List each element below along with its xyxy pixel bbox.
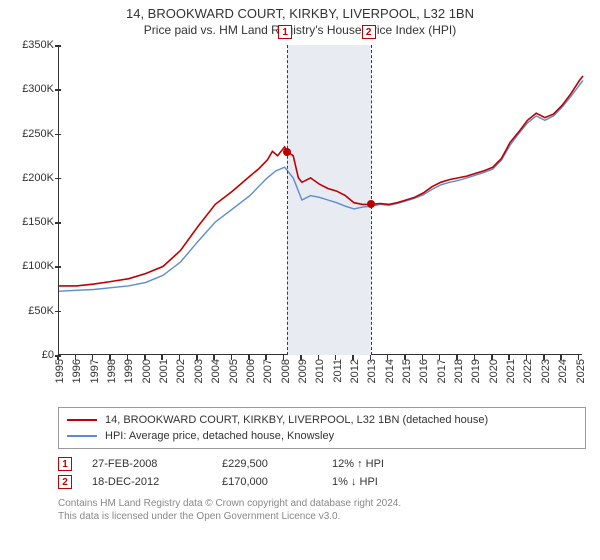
xtick: 2005 bbox=[228, 359, 240, 383]
plot-region bbox=[58, 45, 582, 355]
xtick: 1998 bbox=[106, 359, 118, 383]
title-block: 14, BROOKWARD COURT, KIRKBY, LIVERPOOL, … bbox=[14, 6, 586, 37]
series-line-property bbox=[59, 76, 583, 286]
chart-area: £0 £50K £100K £150K £200K £250K £300K £350K 1995… bbox=[14, 41, 586, 401]
title-address: 14, BROOKWARD COURT, KIRKBY, LIVERPOOL, … bbox=[14, 6, 586, 21]
sale-row-1: 1 27-FEB-2008£229,50012% ↑ HPI bbox=[58, 455, 586, 473]
legend-row-property: 14, BROOKWARD COURT, KIRKBY, LIVERPOOL, … bbox=[67, 412, 577, 428]
sale-dot-1 bbox=[283, 148, 291, 156]
ytick: £100K bbox=[14, 260, 54, 272]
event-marker-2: 2 bbox=[362, 25, 376, 39]
legend-swatch-hpi bbox=[67, 435, 97, 437]
xtick: 2000 bbox=[141, 359, 153, 383]
footer-line1: Contains HM Land Registry data © Crown c… bbox=[58, 497, 586, 510]
xtick: 2001 bbox=[158, 359, 170, 383]
xtick: 2022 bbox=[522, 359, 534, 383]
sales-block: 1 27-FEB-2008£229,50012% ↑ HPI 2 18-DEC-201… bbox=[14, 455, 586, 491]
xtick: 2021 bbox=[505, 359, 517, 383]
sale-price: £229,500 bbox=[222, 458, 332, 470]
ytick: £150K bbox=[14, 216, 54, 228]
xtick: 2006 bbox=[245, 359, 257, 383]
xtick: 2003 bbox=[193, 359, 205, 383]
xtick: 2017 bbox=[436, 359, 448, 383]
event-vline-1 bbox=[287, 45, 288, 355]
xtick: 2011 bbox=[332, 359, 344, 383]
legend-label-hpi: HPI: Average price, detached house, Know… bbox=[105, 430, 334, 442]
xtick: 2007 bbox=[262, 359, 274, 383]
line-svg bbox=[59, 45, 583, 355]
legend-row-hpi: HPI: Average price, detached house, Know… bbox=[67, 428, 577, 444]
xtick: 1995 bbox=[54, 359, 66, 383]
ytick: £250K bbox=[14, 128, 54, 140]
xtick: 2018 bbox=[453, 359, 465, 383]
sale-delta: 12% ↑ HPI bbox=[332, 458, 432, 470]
legend-box: 14, BROOKWARD COURT, KIRKBY, LIVERPOOL, … bbox=[58, 407, 586, 449]
ytick: £0 bbox=[14, 349, 54, 361]
sale-date: 18-DEC-2012 bbox=[92, 476, 222, 488]
chart-container: 14, BROOKWARD COURT, KIRKBY, LIVERPOOL, … bbox=[0, 0, 600, 560]
sale-price: £170,000 bbox=[222, 476, 332, 488]
xtick: 2010 bbox=[314, 359, 326, 383]
xtick: 2002 bbox=[175, 359, 187, 383]
sale-row-2: 2 18-DEC-2012£170,0001% ↓ HPI bbox=[58, 473, 586, 491]
sale-date: 27-FEB-2008 bbox=[92, 458, 222, 470]
legend-label-property: 14, BROOKWARD COURT, KIRKBY, LIVERPOOL, … bbox=[105, 414, 488, 426]
sale-dot-2 bbox=[367, 200, 375, 208]
title-subtitle: Price paid vs. HM Land Registry's House … bbox=[14, 23, 586, 37]
ytick: £50K bbox=[14, 305, 54, 317]
ytick: £300K bbox=[14, 83, 54, 95]
sale-marker: 2 bbox=[58, 475, 72, 489]
footer: Contains HM Land Registry data © Crown c… bbox=[58, 497, 586, 523]
xtick: 2014 bbox=[384, 359, 396, 383]
xtick: 2019 bbox=[470, 359, 482, 383]
footer-line2: This data is licensed under the Open Gov… bbox=[58, 510, 586, 523]
sale-delta: 1% ↓ HPI bbox=[332, 476, 432, 488]
sale-marker: 1 bbox=[58, 457, 72, 471]
xtick: 2008 bbox=[280, 359, 292, 383]
xtick: 2023 bbox=[540, 359, 552, 383]
xtick: 2025 bbox=[575, 359, 587, 383]
xtick: 2015 bbox=[401, 359, 413, 383]
xtick: 2009 bbox=[297, 359, 309, 383]
xtick: 2020 bbox=[488, 359, 500, 383]
xtick: 2016 bbox=[418, 359, 430, 383]
xtick: 1997 bbox=[89, 359, 101, 383]
xtick: 2004 bbox=[210, 359, 222, 383]
xtick: 2012 bbox=[349, 359, 361, 383]
event-marker-1: 1 bbox=[278, 25, 292, 39]
legend-swatch-property bbox=[67, 419, 97, 421]
xtick: 2013 bbox=[366, 359, 378, 383]
xtick: 1996 bbox=[71, 359, 83, 383]
ytick: £200K bbox=[14, 172, 54, 184]
xtick: 1999 bbox=[123, 359, 135, 383]
ytick: £350K bbox=[14, 39, 54, 51]
xtick: 2024 bbox=[557, 359, 569, 383]
